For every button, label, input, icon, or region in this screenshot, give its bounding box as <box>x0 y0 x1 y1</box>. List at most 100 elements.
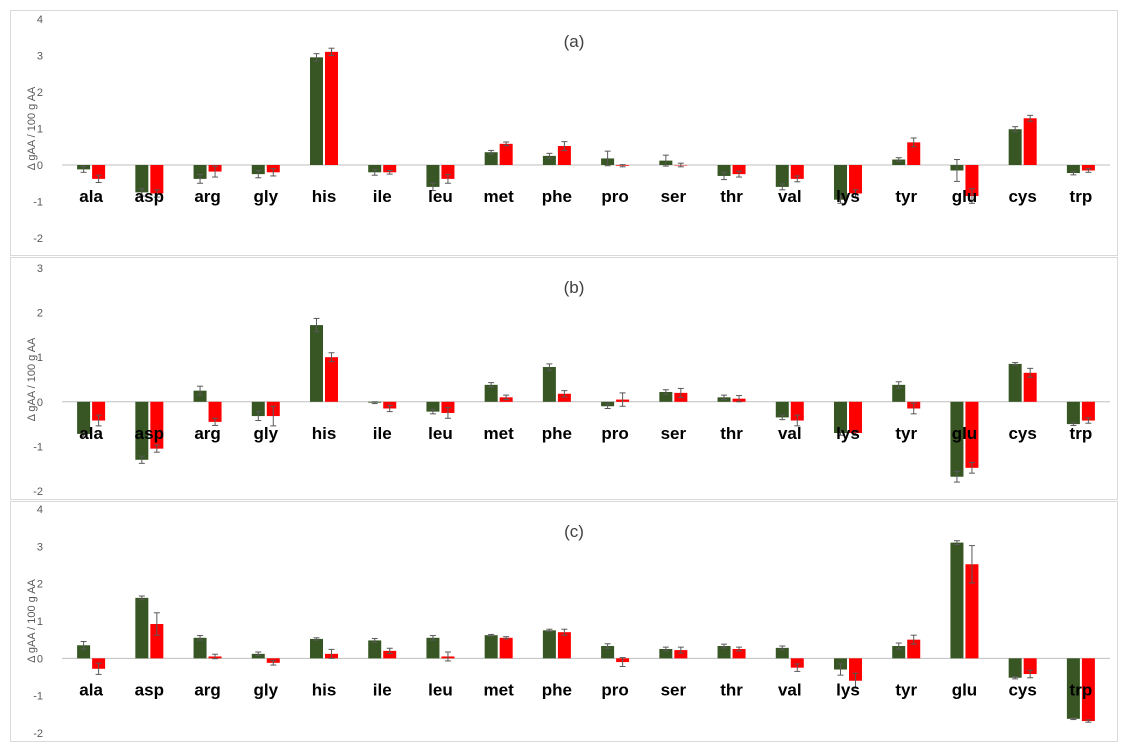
bar-met-series-2 <box>499 143 513 165</box>
bar-asp-series-2 <box>150 165 164 194</box>
category-label: glu <box>952 424 978 443</box>
y-tick-label: 3 <box>37 541 43 553</box>
category-label: glu <box>952 680 978 699</box>
bar-thr-series-1 <box>717 646 731 659</box>
category-label: trp <box>1070 680 1093 699</box>
error-bar <box>1012 126 1019 133</box>
y-tick-label: -1 <box>33 197 43 209</box>
y-tick-label: -2 <box>33 728 43 740</box>
error-bar <box>444 407 451 419</box>
bar-cys-series-2 <box>1023 118 1037 165</box>
bar-val-series-2 <box>790 658 804 668</box>
category-label: cys <box>1008 187 1036 206</box>
bar-ser-series-1 <box>659 391 673 402</box>
error-bar <box>1012 362 1019 366</box>
bar-lys-series-2 <box>849 658 862 681</box>
error-bar <box>794 414 801 427</box>
error-bar <box>255 411 262 422</box>
category-label: thr <box>720 680 743 699</box>
error-bar <box>503 141 510 147</box>
error-bar <box>444 173 451 184</box>
bar-glu-series-2 <box>965 401 979 468</box>
error-bar <box>910 402 917 415</box>
bar-tyr-series-2 <box>907 142 921 165</box>
error-bar <box>895 157 902 162</box>
error-bar <box>197 173 204 184</box>
bar-ala-series-1 <box>77 645 91 659</box>
category-label: glu <box>952 187 978 206</box>
bar-arg-series-1 <box>193 390 207 402</box>
category-label: ala <box>79 680 103 699</box>
bar-cys-series-1 <box>1008 363 1022 402</box>
error-bar <box>488 382 495 388</box>
error-bar <box>255 169 262 179</box>
panel-title: (b) <box>564 278 585 297</box>
bar-ala-series-1 <box>77 401 91 434</box>
error-bar <box>1085 168 1092 173</box>
error-bar <box>80 165 87 173</box>
bar-asp-series-1 <box>135 401 149 460</box>
category-label: arg <box>194 424 220 443</box>
chart-panel-3: -2 -1 0 1 2 3 4 Δ gAA / 100 g AA ala asp arg gly his… <box>10 501 1118 742</box>
error-bar <box>794 663 801 672</box>
bar-cys-series-2 <box>1023 372 1037 402</box>
bar-asp-series-1 <box>135 597 149 659</box>
y-tick-label: -2 <box>33 486 43 498</box>
error-bar <box>488 633 495 637</box>
bar-leu-series-1 <box>426 165 440 187</box>
bar-ile-series-2 <box>383 650 397 659</box>
error-bar <box>429 635 436 641</box>
error-bar <box>429 408 436 415</box>
category-label: met <box>484 680 515 699</box>
error-bar <box>895 381 902 389</box>
category-label: phe <box>542 680 572 699</box>
error-bar <box>371 168 378 176</box>
error-bar <box>953 470 960 483</box>
error-bar <box>721 643 728 649</box>
bar-met-series-1 <box>484 152 498 165</box>
error-bar <box>546 152 553 159</box>
error-bar <box>371 638 378 643</box>
error-bar <box>1070 170 1077 176</box>
bar-val-series-1 <box>775 401 789 418</box>
bar-his-series-1 <box>310 57 323 166</box>
bar-trp-series-2 <box>1081 401 1095 421</box>
error-bar <box>328 352 335 363</box>
error-bar <box>546 628 553 632</box>
bar-tyr-series-1 <box>892 384 906 402</box>
bar-phe-series-1 <box>542 155 556 165</box>
error-bar <box>270 660 277 666</box>
error-bar <box>837 430 844 436</box>
y-tick-label: 4 <box>37 504 43 516</box>
bar-pro-series-1 <box>601 646 615 659</box>
error-bar <box>1027 367 1034 378</box>
bar-val-series-2 <box>790 401 804 421</box>
category-label: ile <box>373 187 392 206</box>
chart-panel-1: -2 -1 0 1 2 3 4 Δ gAA / 100 g AA ala asp arg gly his… <box>10 10 1118 256</box>
error-bar <box>561 390 568 398</box>
category-label: asp <box>135 680 164 699</box>
y-tick-label: -2 <box>33 233 43 245</box>
category-label: tyr <box>895 424 917 443</box>
category-label: gly <box>253 424 278 443</box>
error-bar <box>604 403 611 409</box>
bar-lys-series-2 <box>849 401 862 434</box>
category-label: phe <box>542 424 572 443</box>
category-label: arg <box>194 187 220 206</box>
error-bar <box>138 188 145 197</box>
category-label: thr <box>720 424 743 443</box>
error-bar <box>138 455 145 464</box>
bar-glu-series-1 <box>950 401 964 477</box>
bar-his-series-2 <box>325 357 338 402</box>
y-axis-label: Δ gAA / 100 g AA <box>26 86 38 170</box>
category-label: arg <box>194 680 220 699</box>
category-label: ser <box>661 424 687 443</box>
bar-phe-series-1 <box>542 630 556 659</box>
bar-gly-series-1 <box>251 401 265 417</box>
panel-border <box>10 501 1118 742</box>
bar-arg-series-1 <box>193 637 207 659</box>
error-bar <box>736 395 743 403</box>
error-bar <box>794 175 801 183</box>
error-bar <box>837 195 844 204</box>
error-bar <box>328 648 335 659</box>
